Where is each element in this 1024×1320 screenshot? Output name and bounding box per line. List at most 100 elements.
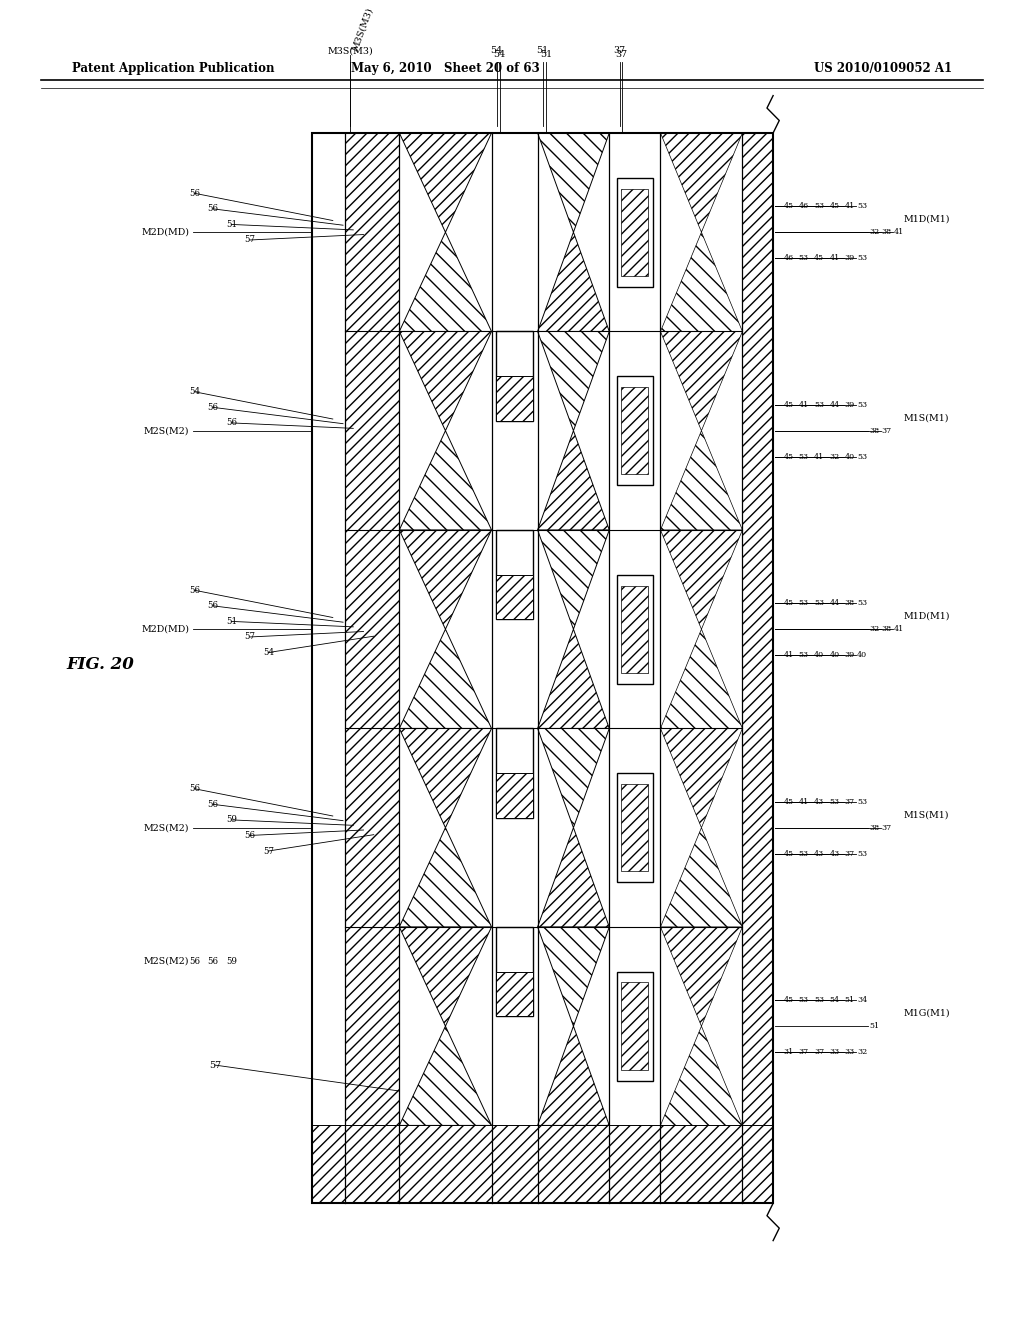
- Bar: [492, 927, 538, 1126]
- Bar: [492, 331, 538, 529]
- Text: 53: 53: [857, 453, 867, 461]
- Text: 33: 33: [829, 1048, 840, 1056]
- Text: 40: 40: [857, 651, 867, 659]
- Text: 56: 56: [189, 784, 200, 793]
- Text: 37: 37: [882, 824, 892, 832]
- Text: 40: 40: [814, 651, 824, 659]
- Text: 53: 53: [799, 850, 809, 858]
- Text: 45: 45: [783, 202, 794, 210]
- Text: 37: 37: [845, 797, 855, 805]
- Text: 37: 37: [845, 850, 855, 858]
- Text: M1G(M1): M1G(M1): [903, 1008, 950, 1018]
- Text: M3S(M3): M3S(M3): [350, 7, 375, 53]
- Text: 38: 38: [869, 426, 880, 434]
- Polygon shape: [399, 1026, 492, 1126]
- Text: 57: 57: [245, 632, 255, 642]
- Text: 39: 39: [845, 255, 855, 263]
- Bar: [616, 972, 653, 1081]
- Text: 54: 54: [490, 46, 503, 55]
- Polygon shape: [538, 729, 609, 828]
- Polygon shape: [660, 927, 742, 1026]
- Text: 40: 40: [845, 453, 855, 461]
- Text: 54: 54: [494, 50, 506, 59]
- Bar: [312, 1126, 773, 1204]
- Polygon shape: [660, 1026, 742, 1126]
- Text: 45: 45: [783, 797, 794, 805]
- Text: 53: 53: [857, 797, 867, 805]
- Text: 54: 54: [263, 648, 273, 657]
- Text: 53: 53: [829, 797, 840, 805]
- Text: 54: 54: [829, 997, 840, 1005]
- Polygon shape: [399, 927, 492, 1026]
- Bar: [496, 729, 532, 818]
- Text: 37: 37: [615, 50, 628, 59]
- Polygon shape: [538, 927, 609, 1026]
- Bar: [496, 774, 532, 818]
- Polygon shape: [399, 133, 492, 232]
- Text: 39: 39: [845, 651, 855, 659]
- Text: 32: 32: [869, 626, 880, 634]
- Text: 45: 45: [829, 202, 840, 210]
- Text: 53: 53: [799, 997, 809, 1005]
- Bar: [345, 133, 399, 1126]
- Bar: [609, 133, 660, 1126]
- Text: 38: 38: [869, 824, 880, 832]
- Text: 56: 56: [208, 602, 218, 610]
- Bar: [622, 982, 648, 1069]
- Text: 53: 53: [814, 401, 824, 409]
- Bar: [312, 133, 345, 1126]
- Text: 45: 45: [783, 997, 794, 1005]
- Text: 53: 53: [799, 453, 809, 461]
- Text: 53: 53: [814, 997, 824, 1005]
- Text: May 6, 2010   Sheet 20 of 63: May 6, 2010 Sheet 20 of 63: [351, 62, 540, 75]
- Text: 32: 32: [869, 228, 880, 236]
- Text: M1D(M1): M1D(M1): [903, 215, 949, 223]
- Polygon shape: [660, 232, 742, 331]
- Polygon shape: [660, 729, 742, 828]
- Text: US 2010/0109052 A1: US 2010/0109052 A1: [814, 62, 952, 75]
- Polygon shape: [399, 232, 492, 331]
- Text: M1S(M1): M1S(M1): [903, 413, 948, 422]
- Text: 57: 57: [209, 1060, 221, 1069]
- Polygon shape: [399, 729, 492, 828]
- Text: 37: 37: [799, 1048, 809, 1056]
- Text: 51: 51: [226, 220, 237, 228]
- Text: 44: 44: [829, 401, 840, 409]
- Text: 53: 53: [799, 255, 809, 263]
- Text: 51: 51: [540, 50, 552, 59]
- Polygon shape: [660, 133, 742, 232]
- Text: 41: 41: [799, 401, 809, 409]
- Bar: [492, 133, 538, 331]
- Text: 41: 41: [845, 202, 855, 210]
- Text: 41: 41: [894, 228, 904, 236]
- Text: M2S(M2): M2S(M2): [144, 957, 189, 966]
- Text: 56: 56: [208, 205, 218, 214]
- Polygon shape: [399, 529, 492, 630]
- Text: 38: 38: [882, 626, 892, 634]
- Text: M2D(MD): M2D(MD): [141, 228, 189, 236]
- Text: 56: 56: [189, 189, 200, 198]
- Text: 45: 45: [783, 599, 794, 607]
- Polygon shape: [660, 331, 742, 430]
- Text: 53: 53: [814, 599, 824, 607]
- Text: 32: 32: [829, 453, 840, 461]
- Text: 51: 51: [869, 1022, 880, 1030]
- Text: 45: 45: [783, 401, 794, 409]
- Text: 39: 39: [845, 401, 855, 409]
- Text: Patent Application Publication: Patent Application Publication: [72, 62, 274, 75]
- Polygon shape: [660, 529, 742, 630]
- Text: M1S(M1): M1S(M1): [903, 810, 948, 820]
- Polygon shape: [660, 630, 742, 729]
- Text: 53: 53: [857, 599, 867, 607]
- Bar: [742, 133, 773, 1126]
- Text: 56: 56: [208, 403, 218, 412]
- Polygon shape: [399, 630, 492, 729]
- Polygon shape: [660, 828, 742, 927]
- Bar: [616, 376, 653, 486]
- Text: 53: 53: [799, 651, 809, 659]
- Polygon shape: [538, 828, 609, 927]
- Text: 45: 45: [783, 453, 794, 461]
- Polygon shape: [399, 828, 492, 927]
- Polygon shape: [538, 430, 609, 529]
- Text: 41: 41: [814, 453, 824, 461]
